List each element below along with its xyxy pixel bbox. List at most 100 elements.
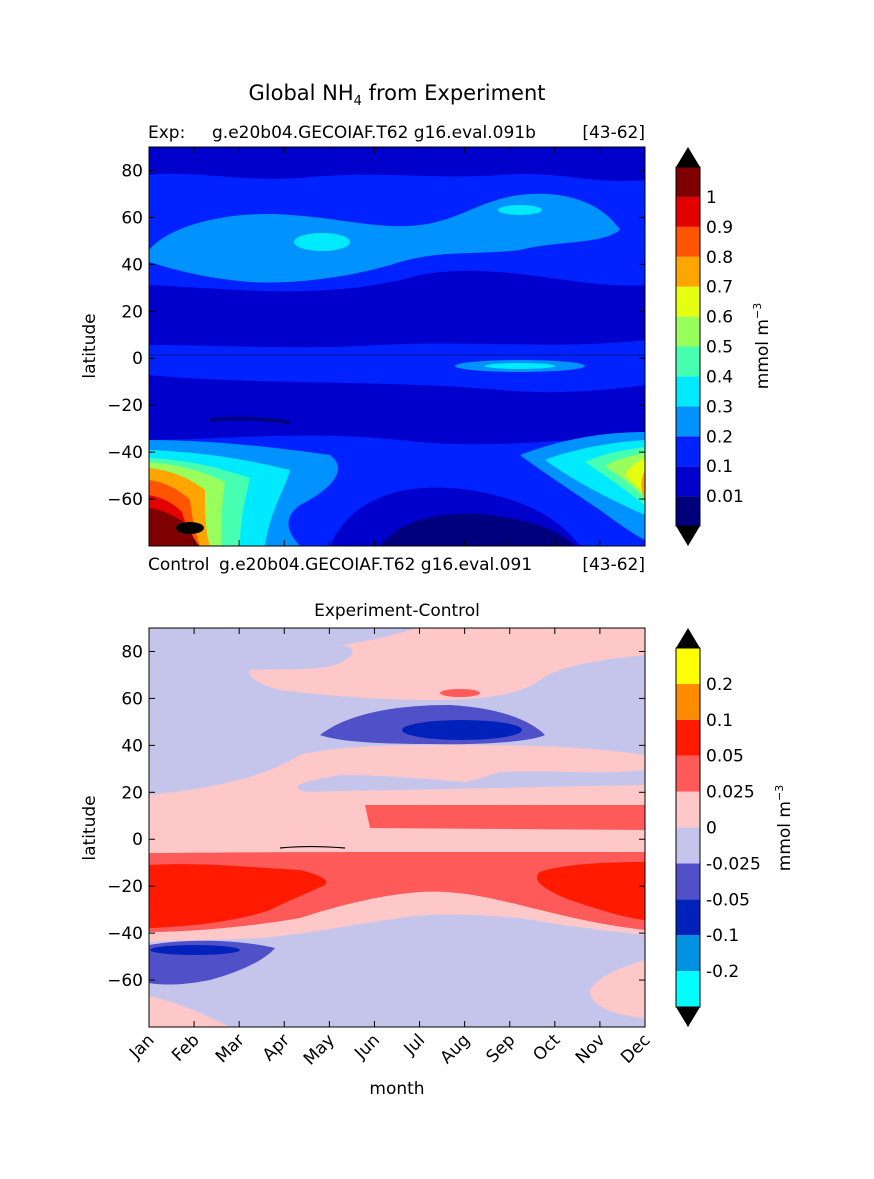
diff-colorbar-swatch xyxy=(676,863,700,900)
diff-title: Experiment-Control xyxy=(314,601,480,621)
exp-colorbar-tick-label: 0.9 xyxy=(706,218,733,238)
diff-pos-south-left xyxy=(149,996,230,1027)
diff-colorbar-swatch xyxy=(676,935,700,972)
exp-axes-frame xyxy=(148,146,646,547)
ctrl-title-center: g.e20b04.GECOIAF.T62 g16.eval.091 xyxy=(219,555,532,575)
diff-colorbar-swatch xyxy=(676,755,700,792)
diff-colorbar-tick-label: 0.2 xyxy=(706,675,733,695)
exp-south-left-max xyxy=(176,522,204,534)
exp-colorbar-tick-label: 1 xyxy=(706,188,717,208)
diff-xtick-label: Jul xyxy=(400,1030,429,1059)
diff-colorbar-swatch xyxy=(676,971,700,1007)
difference-panel: Control g.e20b04.GECOIAF.T62 g16.eval.09… xyxy=(80,555,795,1099)
exp-ytick-label: 80 xyxy=(121,161,143,181)
diff-colorbar-tick-label: 0.05 xyxy=(706,747,744,767)
exp-colorbar-tick-label: 0.7 xyxy=(706,278,733,298)
exp-colorbar-extend-min xyxy=(676,526,700,546)
diff-north-pos xyxy=(249,628,645,700)
exp-colorbar-tick-label: 0.5 xyxy=(706,338,733,358)
diff-ytick-label: −40 xyxy=(107,924,143,944)
diff-ytick-label: 80 xyxy=(121,642,143,662)
exp-thin-low-strip xyxy=(209,416,291,424)
diff-colorbar-label: mmol m−3 xyxy=(773,785,795,871)
diff-contour-field xyxy=(149,628,645,1027)
exp-colorbar: 0.01 0.1 0.2 0.3 0.4 0.5 0.6 0.7 0.8 0.9 1 xyxy=(675,147,744,546)
exp-colorbar-tick-label: 0.6 xyxy=(706,308,733,328)
exp-colorbar-swatch xyxy=(676,316,700,347)
exp-band-north xyxy=(149,147,645,182)
exp-title-left: Exp: xyxy=(148,123,185,143)
diff-xtick-label: Feb xyxy=(168,1030,203,1065)
diff-pos-north-mid xyxy=(149,745,645,800)
diff-xtick-label: Aug xyxy=(437,1030,475,1068)
exp-colorbar-swatch xyxy=(676,436,700,467)
exp-contour-field xyxy=(149,147,645,546)
exp-colorbar-tick-label: 0.8 xyxy=(706,248,733,268)
diff-ytick-label: 0 xyxy=(132,830,143,850)
diff-xtick-label: Mar xyxy=(212,1030,249,1067)
diff-colorbar-tick-label: -0.025 xyxy=(706,854,761,874)
diff-thin-line xyxy=(279,845,346,849)
exp-title-right: [43-62] xyxy=(582,123,645,143)
diff-colorbar-tick-label: -0.05 xyxy=(706,890,750,910)
exp-patch-north-0.3b xyxy=(498,205,542,215)
exp-ytick-label: −60 xyxy=(107,490,143,510)
diff-colorbar: -0.2 -0.1 -0.05 -0.025 0 0.025 0.05 0.1 0.2 xyxy=(675,628,761,1027)
exp-ylabel: latitude xyxy=(80,313,100,378)
exp-title-center: g.e20b04.GECOIAF.T62 g16.eval.091b xyxy=(212,123,536,143)
diff-ytick-label: −60 xyxy=(107,971,143,991)
ctrl-title-left: Control xyxy=(148,555,209,575)
diff-colorbar-swatch xyxy=(676,719,700,756)
exp-south-right-0.6 xyxy=(625,458,645,495)
diff-pos-south-core-left xyxy=(149,864,327,928)
diff-ytick-label: 20 xyxy=(121,783,143,803)
diff-xtick-label: Nov xyxy=(572,1030,610,1068)
diff-north-pos-core xyxy=(440,689,480,697)
diff-colorbar-swatch xyxy=(676,827,700,864)
exp-ytick-label: 0 xyxy=(132,349,143,369)
exp-colorbar-swatch xyxy=(676,286,700,317)
exp-ytick-label: 40 xyxy=(121,255,143,275)
diff-colorbar-swatch xyxy=(676,791,700,828)
diff-xlabel: month xyxy=(369,1079,424,1099)
diff-ylabel: latitude xyxy=(80,795,100,860)
exp-patch-equator-0.3 xyxy=(485,363,555,369)
diff-pos-south-right xyxy=(590,960,645,1018)
diff-pos-15N xyxy=(365,805,645,830)
diff-colorbar-swatch xyxy=(676,899,700,936)
exp-patch-north-0.2 xyxy=(149,193,620,283)
exp-xaxis xyxy=(148,147,646,546)
diff-axes-frame xyxy=(148,627,646,1028)
figure-title: Global NH4 from Experiment xyxy=(248,81,545,109)
exp-patch-north-0.3 xyxy=(294,233,350,251)
exp-colorbar-swatch xyxy=(676,196,700,227)
exp-band-tropics xyxy=(149,270,645,348)
exp-ytick-label: −20 xyxy=(107,396,143,416)
exp-south-center-lowest xyxy=(380,513,575,546)
diff-xtick-label: Jun xyxy=(350,1030,384,1064)
diff-ytick-label: −20 xyxy=(107,877,143,897)
exp-south-left-1 xyxy=(149,508,200,546)
ctrl-title-right: [43-62] xyxy=(582,555,645,575)
experiment-panel: Exp: g.e20b04.GECOIAF.T62 g16.eval.091b … xyxy=(80,123,773,547)
exp-colorbar-tick-label: 0.3 xyxy=(706,397,733,417)
diff-xtick-label: Sep xyxy=(482,1030,519,1067)
exp-yaxis: 80 60 40 20 0 −20 −40 −60 xyxy=(107,161,645,510)
exp-colorbar-frame xyxy=(675,166,701,527)
diff-colorbar-tick-label: -0.1 xyxy=(706,926,739,946)
exp-ytick-label: 20 xyxy=(121,302,143,322)
exp-ytick-label: −40 xyxy=(107,443,143,463)
exp-ytick-label: 60 xyxy=(121,208,143,228)
diff-colorbar-extend-max xyxy=(676,628,700,648)
exp-colorbar-swatch xyxy=(676,466,700,497)
diff-ytick-label: 60 xyxy=(121,689,143,709)
diff-neg-south-core xyxy=(150,945,240,955)
exp-colorbar-extend-max xyxy=(676,147,700,167)
exp-south-right-0.7 xyxy=(641,470,645,500)
exp-colorbar-tick-label: 0.2 xyxy=(706,427,733,447)
diff-colorbar-extend-min xyxy=(676,1007,700,1027)
diff-colorbar-tick-label: -0.2 xyxy=(706,962,739,982)
exp-colorbar-swatch xyxy=(676,406,700,437)
diff-colorbar-tick-label: 0 xyxy=(706,819,717,839)
